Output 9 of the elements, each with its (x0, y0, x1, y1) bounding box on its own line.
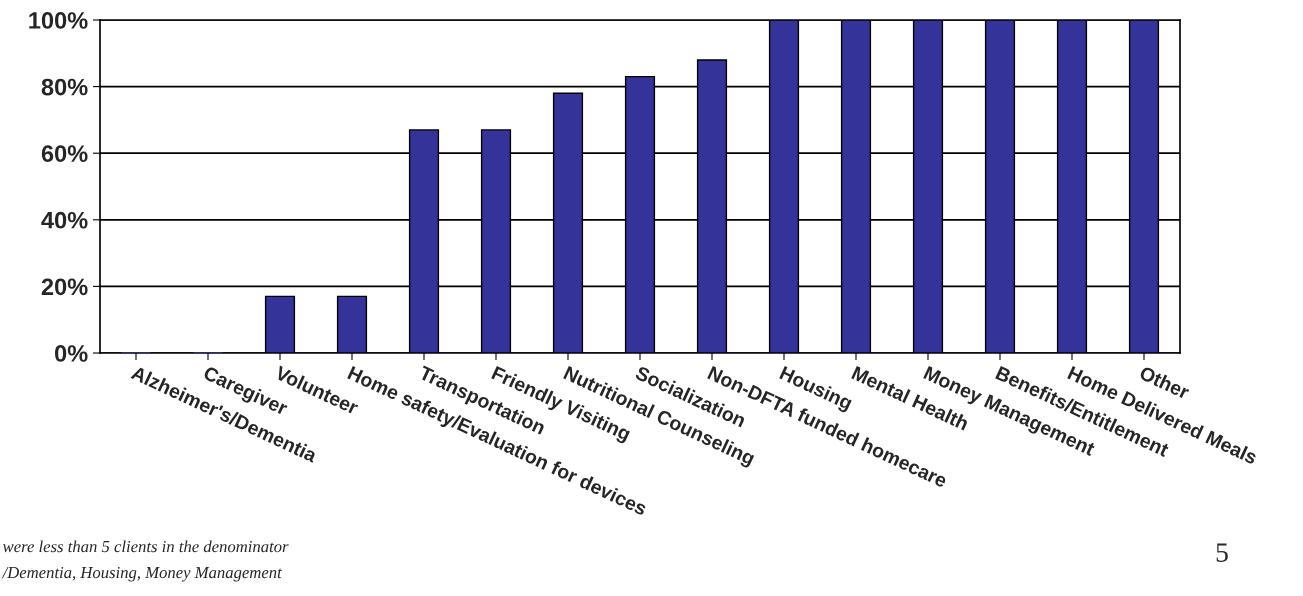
text: were less than 5 clients in the denominator (3, 540, 289, 553)
y-tick-label: 60% (41, 145, 88, 162)
y-tick-label: 80% (41, 78, 88, 96)
y-tick-label: 20% (41, 278, 88, 296)
y-tick-label: 100% (29, 12, 88, 29)
text: 5 (1216, 543, 1228, 562)
y-tick-label: 40% (41, 211, 88, 229)
text: /Dementia, Housing, Money Management (1, 566, 283, 582)
y-tick-label: 0% (55, 345, 88, 362)
